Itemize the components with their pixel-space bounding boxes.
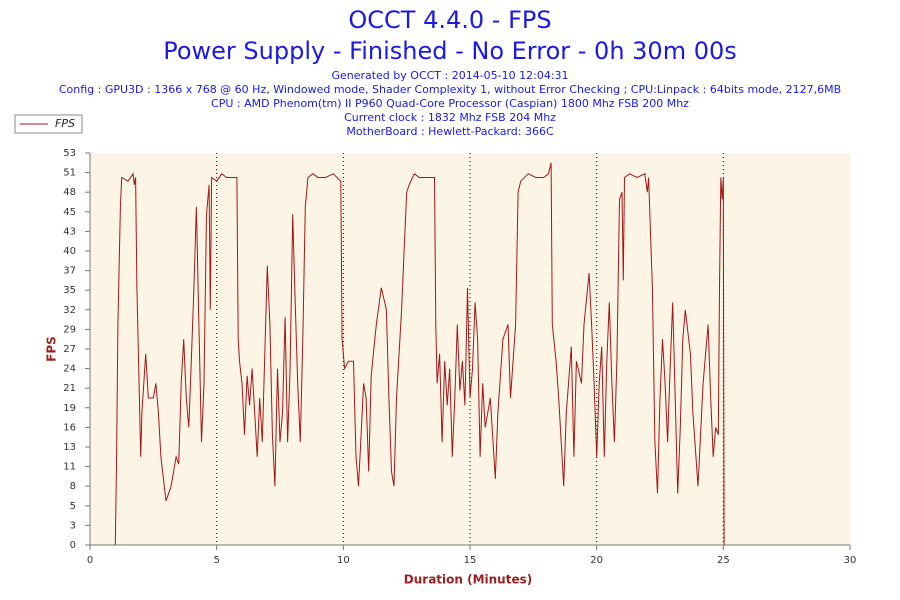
y-tick-label: 29: [63, 324, 76, 335]
x-axis-label: Duration (Minutes): [404, 573, 532, 587]
y-tick-label: 13: [63, 442, 76, 453]
y-tick-label: 19: [63, 403, 76, 414]
y-axis-label: FPS: [45, 336, 59, 362]
y-tick-label: 35: [63, 285, 76, 296]
y-tick-label: 40: [63, 246, 76, 257]
x-tick-label: 25: [717, 555, 730, 566]
y-tick-label: 3: [70, 520, 76, 531]
y-tick-label: 27: [63, 344, 76, 355]
x-tick-label: 5: [213, 555, 219, 566]
y-tick-label: 5: [70, 501, 76, 512]
info-line: MotherBoard : Hewlett-Packard: 366C: [346, 125, 554, 138]
y-tick-label: 11: [63, 462, 76, 473]
chart-title: OCCT 4.4.0 - FPS: [348, 6, 551, 34]
y-tick-label: 53: [63, 148, 76, 159]
fps-line: [114, 162, 725, 546]
legend-box: [14, 114, 83, 134]
y-tick-label: 32: [63, 305, 76, 316]
y-tick-label: 43: [63, 226, 76, 237]
y-tick-label: 8: [70, 481, 76, 492]
chart-subtitle: Power Supply - Finished - No Error - 0h …: [163, 37, 737, 65]
y-tick-label: 0: [70, 540, 76, 551]
info-line: Generated by OCCT : 2014-05-10 12:04:31: [331, 69, 568, 82]
y-tick-label: 45: [63, 207, 76, 218]
x-tick-label: 15: [464, 555, 477, 566]
x-tick-label: 10: [337, 555, 350, 566]
y-tick-label: 37: [63, 266, 76, 277]
y-tick-label: 24: [63, 364, 76, 375]
info-line: Current clock : 1832 Mhz FSB 204 Mhz: [344, 111, 556, 124]
y-tick-label: 48: [63, 187, 76, 198]
y-tick-label: 21: [63, 383, 76, 394]
y-tick-label: 51: [63, 168, 76, 179]
info-line: Config : GPU3D : 1366 x 768 @ 60 Hz, Win…: [59, 83, 841, 96]
x-tick-label: 20: [590, 555, 603, 566]
x-tick-label: 30: [844, 555, 857, 566]
y-tick-label: 16: [63, 422, 76, 433]
info-line: CPU : AMD Phenom(tm) II P960 Quad-Core P…: [211, 97, 689, 110]
legend-label: FPS: [55, 117, 75, 130]
x-tick-label: 0: [87, 555, 93, 566]
